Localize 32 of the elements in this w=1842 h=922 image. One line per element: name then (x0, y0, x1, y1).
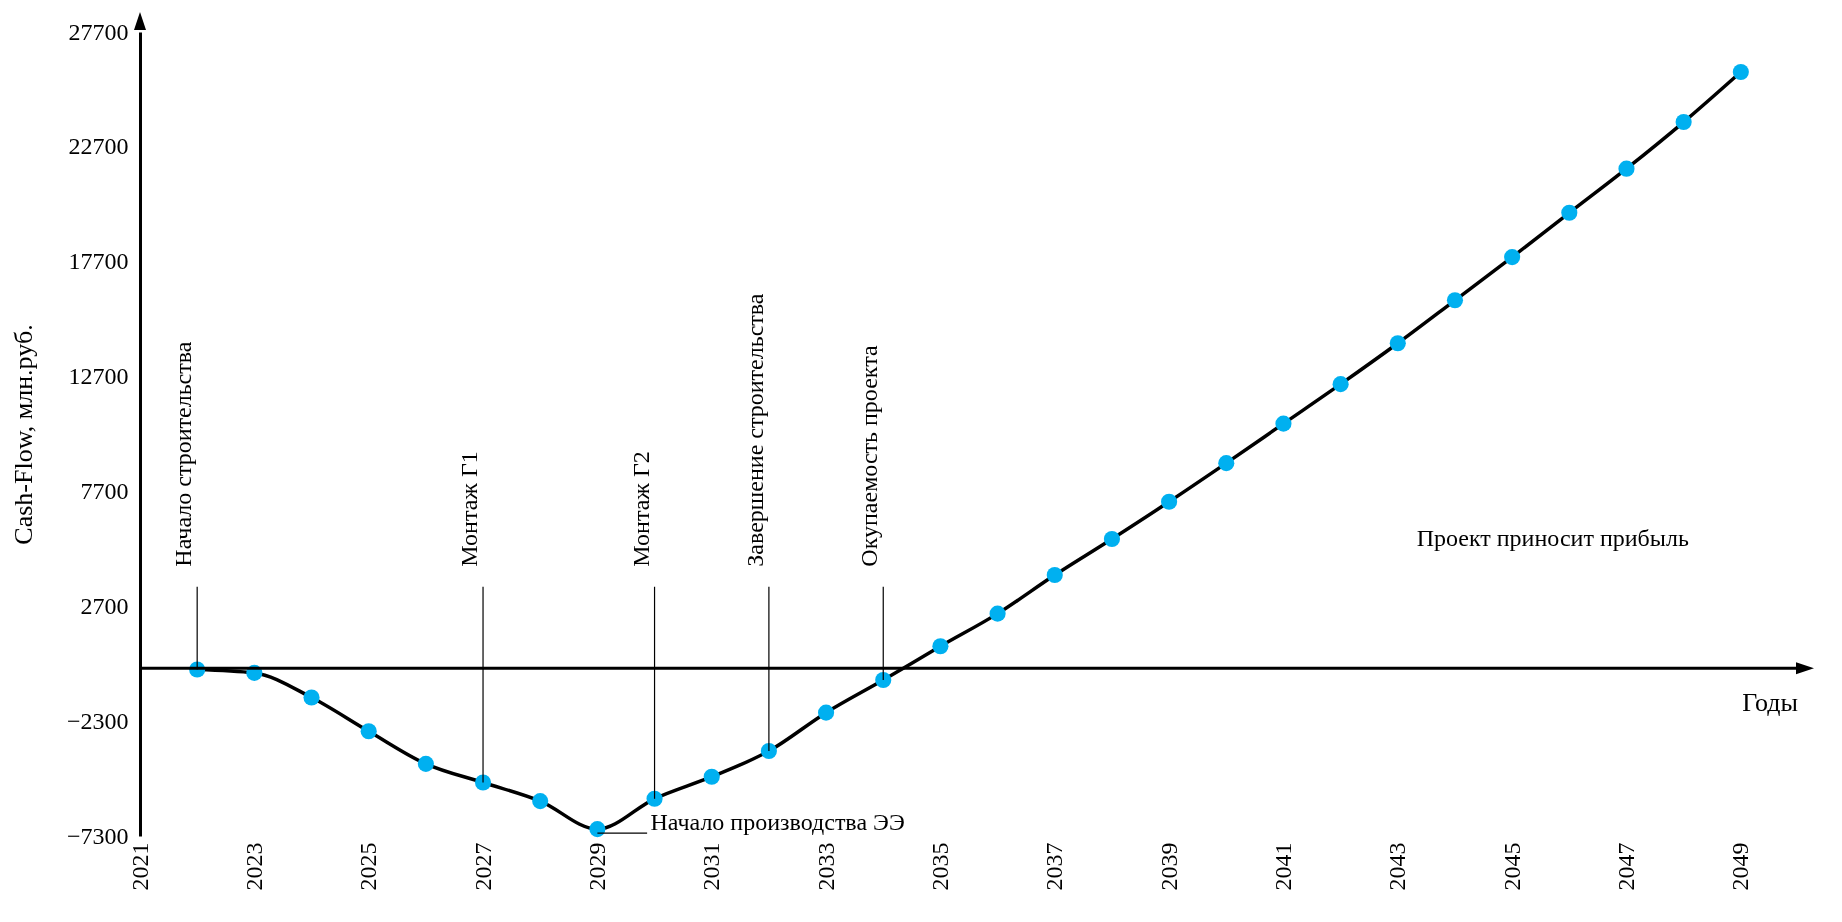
x-tick-label: 2023 (240, 842, 267, 891)
annotation: Завершение строительства (741, 293, 768, 567)
x-tick-label: 2029 (583, 842, 610, 891)
y-tick-label: 2700 (80, 592, 129, 619)
annotation: Монтаж Г2 (627, 451, 654, 567)
x-tick-label: 2047 (1612, 842, 1639, 891)
x-axis-title: Годы (1742, 688, 1798, 718)
annotation: Начало производства ЭЭ (650, 809, 905, 836)
x-tick-label: 2033 (812, 842, 839, 891)
x-tick-label: 2043 (1384, 842, 1411, 891)
annotation: Окупаемость проекта (856, 345, 883, 567)
annotation: Проект приносит прибыль (1416, 524, 1689, 551)
x-tick-label: 2039 (1155, 842, 1182, 891)
x-tick-label: 2031 (698, 842, 725, 891)
x-tick-label: 2025 (355, 842, 382, 891)
annotation: Монтаж Г1 (456, 451, 483, 567)
y-tick-label: 27700 (68, 18, 129, 45)
annotation: Начало строительства (170, 341, 197, 567)
x-tick-label: 2045 (1498, 842, 1525, 891)
x-tick-label: 2035 (926, 842, 953, 891)
x-tick-label: 2049 (1727, 842, 1754, 891)
y-tick-label: 12700 (68, 363, 129, 390)
y-tick-label: −7300 (66, 822, 129, 849)
y-tick-label: 22700 (68, 133, 129, 160)
y-tick-label: 17700 (68, 248, 129, 275)
y-axis-title: Cash-Flow, млн.руб. (8, 324, 38, 545)
y-tick-label: 7700 (80, 477, 129, 504)
x-tick-label: 2041 (1269, 842, 1296, 891)
x-tick-label: 2021 (126, 842, 153, 891)
x-tick-label: 2037 (1041, 842, 1068, 891)
y-tick-label: −2300 (66, 707, 129, 734)
x-tick-label: 2027 (469, 842, 496, 891)
